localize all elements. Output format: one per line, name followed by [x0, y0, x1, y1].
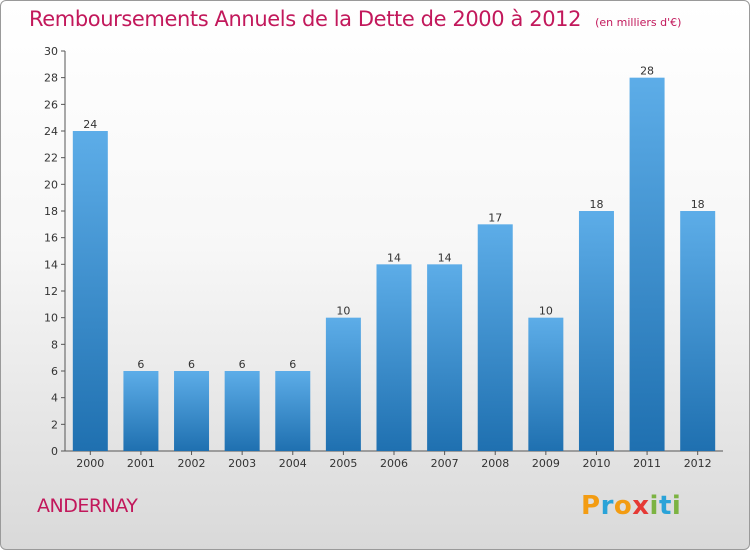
logo-letter: i [671, 491, 682, 521]
x-tick-label-2010: 2010 [582, 457, 610, 470]
y-tick-label: 6 [51, 365, 58, 378]
y-tick-label: 12 [44, 285, 58, 298]
y-tick-label: 30 [44, 45, 58, 58]
y-tick-label: 16 [44, 232, 58, 245]
bar-2004 [275, 371, 311, 451]
logo-letter: t [658, 491, 672, 521]
y-tick-label: 20 [44, 178, 58, 191]
data-label-2012: 18 [691, 198, 705, 211]
x-tick-label-2000: 2000 [76, 457, 104, 470]
logo-letter: x [632, 491, 650, 521]
y-tick-label: 26 [44, 98, 58, 111]
bar-2005 [325, 317, 361, 451]
bar-2003 [224, 371, 260, 451]
bar-2009 [528, 317, 564, 451]
x-tick-label-2012: 2012 [684, 457, 712, 470]
x-tick-label-2001: 2001 [127, 457, 155, 470]
data-label-2006: 14 [387, 251, 401, 264]
bar-2006 [376, 264, 412, 451]
data-label-2000: 24 [83, 118, 97, 131]
data-label-2001: 6 [137, 358, 144, 371]
x-tick-label-2003: 2003 [228, 457, 256, 470]
data-label-2005: 10 [336, 305, 350, 318]
logo-letter: o [613, 491, 633, 521]
x-tick-label-2011: 2011 [633, 457, 661, 470]
data-label-2007: 14 [438, 251, 452, 264]
data-label-2010: 18 [589, 198, 603, 211]
commune-name: ANDERNAY [37, 495, 138, 517]
y-tick-label: 22 [44, 152, 58, 165]
data-label-2009: 10 [539, 305, 553, 318]
y-tick-label: 14 [44, 258, 58, 271]
bar-2012 [680, 211, 716, 451]
x-tick-label-2004: 2004 [279, 457, 307, 470]
bar-2010 [578, 211, 614, 451]
logo-letter: r [600, 491, 614, 521]
x-tick-label-2009: 2009 [532, 457, 560, 470]
bar-2001 [123, 371, 159, 451]
unit-label: (en milliers d'€) [595, 16, 682, 29]
y-tick-label: 8 [51, 338, 58, 351]
bar-2008 [477, 224, 513, 451]
x-tick-label-2006: 2006 [380, 457, 408, 470]
y-tick-label: 10 [44, 312, 58, 325]
title-text: Remboursements Annuels de la Dette de 20… [29, 7, 582, 31]
y-tick-label: 2 [51, 418, 58, 431]
y-tick-label: 24 [44, 125, 58, 138]
y-tick-label: 0 [51, 445, 58, 458]
data-label-2002: 6 [188, 358, 195, 371]
logo-letter: P [581, 491, 601, 521]
x-tick-label-2007: 2007 [431, 457, 459, 470]
bars: 24 6 6 6 6 10 14 14 17 10 18 28 18 [72, 65, 716, 452]
data-label-2011: 28 [640, 65, 654, 78]
x-tick-label-2005: 2005 [329, 457, 357, 470]
y-tick-label: 4 [51, 392, 58, 405]
y-tick-label: 28 [44, 72, 58, 85]
logo-letter: i [649, 491, 659, 521]
y-tick-label: 18 [44, 205, 58, 218]
chart-title: Remboursements Annuels de la Dette de 20… [29, 7, 681, 31]
bar-2002 [174, 371, 210, 451]
data-label-2003: 6 [239, 358, 246, 371]
proxiti-logo: Proxiti [581, 491, 681, 521]
bar-2011 [629, 77, 665, 452]
x-tick-label-2002: 2002 [178, 457, 206, 470]
data-label-2004: 6 [289, 358, 296, 371]
x-tick-label-2008: 2008 [481, 457, 509, 470]
bar-2000 [72, 131, 108, 451]
bar-2007 [427, 264, 463, 451]
data-label-2008: 17 [488, 211, 502, 224]
